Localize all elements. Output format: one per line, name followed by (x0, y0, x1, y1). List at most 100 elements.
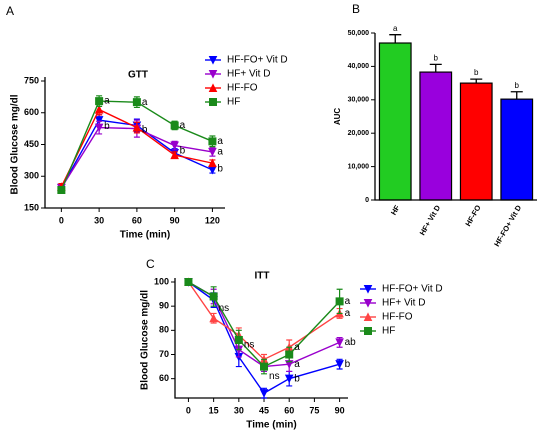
x-tick-label: HF (389, 203, 402, 217)
marker (260, 362, 269, 371)
annotation: b (180, 145, 186, 156)
series-line (188, 281, 340, 395)
annotation: b (294, 373, 300, 384)
annotation: ns (269, 371, 280, 382)
annotation: a (345, 308, 351, 319)
marker (170, 150, 179, 160)
chart-title: GTT (128, 70, 148, 81)
x-tick-label: HF-FO+ Vit D (492, 203, 523, 248)
y-tick-label: 150 (24, 202, 39, 212)
y-tick-label: 450 (24, 139, 39, 149)
marker (234, 336, 243, 344)
marker (208, 158, 217, 168)
annotation: a (294, 359, 300, 370)
marker (363, 285, 373, 294)
marker (259, 389, 269, 398)
marker (94, 116, 104, 125)
x-tick-label: 120 (205, 215, 220, 225)
legend-label: HF-FO (227, 83, 258, 94)
y-tick-label: 20,000 (348, 130, 370, 137)
series-line (187, 281, 340, 361)
value-label: b (474, 68, 479, 77)
marker (208, 83, 218, 92)
series-line (60, 100, 213, 191)
value-label: b (515, 81, 520, 90)
legend-label: HF+ Vit D (227, 69, 270, 80)
y-tick-label: 50,000 (348, 30, 370, 37)
axes (374, 33, 537, 201)
marker (94, 104, 104, 114)
annotation: b (217, 163, 223, 174)
y-tick-label: 30,000 (348, 97, 370, 104)
marker (208, 165, 217, 175)
annotation: a (294, 342, 300, 353)
value-label: a (393, 24, 398, 33)
x-tick-label: 90 (335, 405, 345, 415)
bar (459, 82, 493, 201)
marker (364, 327, 372, 335)
y-tick-label: 10,000 (348, 163, 370, 170)
x-tick-label: HF-FO (463, 203, 482, 227)
marker (184, 278, 193, 286)
error-bar (510, 91, 523, 100)
x-tick-label: 30 (94, 215, 104, 225)
marker (132, 98, 141, 107)
annotation: a (217, 136, 223, 147)
error-bar (389, 34, 402, 44)
y-tick-label: 300 (24, 171, 39, 181)
marker (209, 313, 218, 323)
x-axis-label: Time (min) (120, 230, 170, 241)
annotation: b (345, 359, 351, 370)
marker (335, 338, 344, 348)
marker (208, 70, 218, 79)
y-axis-label: Blood Glucose mg/dl (10, 94, 21, 194)
error-bar (470, 78, 483, 84)
value-label: b (434, 54, 439, 63)
annotation: b (104, 121, 110, 132)
annotation: a (180, 120, 186, 131)
y-tick-label: 80 (159, 325, 169, 335)
x-tick-label: 0 (186, 405, 191, 415)
marker (209, 98, 217, 106)
x-tick-label: 45 (259, 405, 269, 415)
x-tick-label: 75 (309, 405, 319, 415)
marker (335, 297, 344, 306)
legend-label: HF (227, 97, 240, 108)
legend-label: HF-FO (382, 312, 413, 323)
marker (57, 186, 66, 195)
x-tick-label: 60 (132, 215, 142, 225)
annotation: a (104, 96, 110, 107)
marker (132, 122, 142, 132)
marker (284, 374, 294, 384)
x-tick-label: 90 (170, 215, 180, 225)
y-axis-label: Blood Glucose mg/dl (140, 290, 151, 390)
x-tick-label: 30 (234, 405, 244, 415)
panel-label: A (6, 4, 14, 18)
legend-label: HF (382, 326, 395, 337)
y-axis-label: AUC (333, 108, 342, 126)
y-tick-label: 90 (159, 301, 169, 311)
marker (363, 312, 373, 321)
legend-label: HF-FO+ Vit D (227, 55, 288, 66)
y-tick-label: 70 (159, 349, 169, 359)
annotation: a (217, 147, 223, 158)
y-tick-label: 0 (365, 197, 369, 204)
annotation: ns (244, 339, 255, 350)
error-bar (429, 63, 442, 73)
marker (170, 121, 179, 130)
y-tick-label: 600 (24, 107, 39, 117)
marker (208, 147, 217, 157)
chart-title: ITT (255, 271, 270, 282)
marker (170, 141, 179, 151)
marker (335, 360, 344, 369)
marker (285, 350, 294, 359)
bar (500, 98, 534, 201)
legend-label: HF+ Vit D (382, 298, 425, 309)
x-tick-label: HF+ Vit D (418, 203, 443, 237)
bar (378, 42, 412, 201)
y-tick-label: 40,000 (348, 63, 370, 70)
annotation: a (345, 296, 351, 307)
series-line (188, 281, 341, 368)
annotation: b (142, 124, 148, 135)
